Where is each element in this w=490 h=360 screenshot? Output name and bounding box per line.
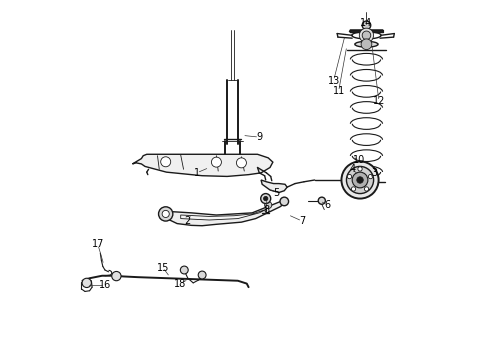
Circle shape: [368, 175, 373, 179]
Text: 3: 3: [371, 168, 377, 178]
Text: 10: 10: [353, 156, 366, 165]
Circle shape: [362, 21, 371, 30]
Circle shape: [264, 197, 268, 201]
Text: 9: 9: [256, 132, 262, 142]
Text: 11: 11: [333, 86, 345, 96]
Text: 4: 4: [349, 164, 355, 174]
Circle shape: [82, 278, 92, 288]
Circle shape: [342, 161, 379, 199]
Text: 5: 5: [273, 188, 280, 198]
Circle shape: [265, 202, 272, 208]
Text: 12: 12: [373, 96, 385, 107]
Circle shape: [352, 172, 368, 188]
Circle shape: [359, 28, 373, 42]
Circle shape: [180, 266, 188, 274]
Circle shape: [161, 157, 171, 167]
Text: 16: 16: [99, 280, 111, 291]
Circle shape: [112, 271, 121, 281]
Circle shape: [261, 194, 270, 203]
Polygon shape: [181, 209, 267, 220]
Text: 17: 17: [92, 239, 104, 249]
Text: 2: 2: [185, 216, 191, 226]
Circle shape: [159, 207, 173, 221]
Ellipse shape: [355, 41, 378, 47]
Text: 15: 15: [157, 262, 169, 273]
Text: 8: 8: [263, 205, 270, 215]
Circle shape: [162, 210, 169, 217]
Circle shape: [365, 187, 368, 191]
Polygon shape: [349, 30, 384, 32]
Circle shape: [346, 166, 373, 194]
Polygon shape: [164, 200, 285, 226]
Text: 7: 7: [299, 216, 305, 226]
Circle shape: [318, 197, 325, 204]
Text: 13: 13: [327, 76, 340, 86]
Circle shape: [280, 197, 289, 206]
Circle shape: [351, 187, 356, 191]
Circle shape: [237, 158, 246, 168]
Circle shape: [361, 39, 372, 50]
Circle shape: [362, 31, 371, 40]
Circle shape: [211, 157, 221, 167]
Circle shape: [357, 177, 363, 183]
Text: 14: 14: [360, 18, 372, 28]
Circle shape: [198, 271, 206, 279]
Text: 18: 18: [174, 279, 186, 289]
Circle shape: [358, 167, 362, 171]
Polygon shape: [261, 180, 287, 193]
Circle shape: [347, 175, 352, 179]
Text: 1: 1: [194, 168, 200, 178]
Text: 6: 6: [324, 200, 330, 210]
Polygon shape: [132, 154, 273, 176]
